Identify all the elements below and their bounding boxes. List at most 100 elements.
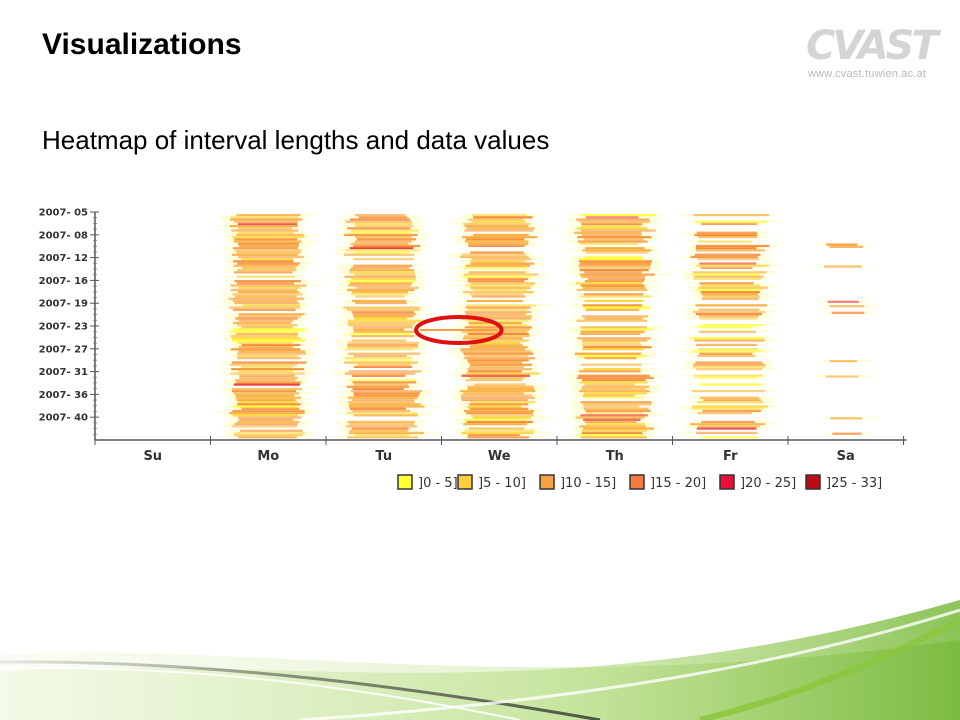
heatmap-cell-fringe [331, 372, 425, 374]
heatmap-cell-fringe [223, 379, 307, 381]
heatmap-cell-fringe [457, 376, 529, 379]
heatmap-cell [347, 227, 411, 230]
heatmap-cell-fringe [347, 383, 420, 385]
heatmap-cell [470, 282, 536, 285]
heatmap-cell [353, 392, 420, 395]
heatmap-cell-fringe [462, 220, 535, 222]
heatmap-column-th [562, 214, 671, 439]
heatmap-cell [349, 403, 421, 406]
heatmap-cell [694, 339, 765, 342]
heatmap-cell-fringe [682, 361, 773, 363]
heatmap-cell [695, 220, 767, 223]
heatmap-cell-fringe [681, 337, 771, 339]
heatmap-cell [229, 363, 297, 366]
heatmap-cell [695, 244, 770, 247]
heatmap-cell [234, 434, 303, 437]
heatmap-cell-fringe [458, 339, 534, 341]
heatmap-cell [695, 313, 762, 316]
heatmap-cell [354, 383, 408, 386]
heatmap-cell-fringe [333, 253, 423, 255]
heatmap-cell-fringe [339, 403, 428, 405]
heatmap-cell-fringe [681, 233, 766, 236]
heatmap-cell [236, 214, 301, 217]
heatmap-cell-fringe [453, 372, 543, 374]
heatmap-cell [241, 343, 301, 346]
heatmap-cell-fringe [221, 425, 302, 427]
heatmap-cell [691, 337, 764, 340]
heatmap-cell-fringe [571, 429, 654, 431]
heatmap-cell [237, 324, 298, 327]
heatmap-cell [696, 427, 757, 430]
heatmap-cell [576, 227, 648, 230]
heatmap-cell-fringe [569, 390, 660, 392]
heatmap-cell-fringe [230, 319, 308, 321]
heatmap-cell [349, 429, 408, 432]
heatmap-cell [229, 412, 305, 415]
heatmap-cell [235, 394, 295, 397]
heatmap-cell [352, 381, 417, 384]
heatmap-cell-fringe [579, 423, 654, 425]
heatmap-column-mo [216, 214, 322, 439]
heatmap-cell [574, 231, 642, 234]
heatmap-cell-fringe [455, 275, 546, 277]
heatmap-cell-fringe [219, 216, 305, 218]
heatmap-cell [237, 262, 300, 265]
heatmap-cell-fringe [226, 374, 300, 376]
heatmap-cell-fringe [568, 225, 646, 227]
highlight-layer [414, 315, 504, 345]
heatmap-cell [578, 264, 651, 267]
heatmap-cell [348, 431, 425, 434]
heatmap-cell-fringe [229, 403, 316, 405]
heatmap-cell-fringe [689, 291, 764, 293]
heatmap-cell-fringe [347, 240, 425, 242]
heatmap-cell-fringe [229, 258, 299, 260]
heatmap-cell [582, 341, 640, 344]
heatmap-cell-fringe [229, 401, 307, 403]
heatmap-cell-fringe [565, 220, 658, 222]
heatmap-cell [582, 403, 652, 406]
heatmap-cell [346, 308, 421, 311]
heatmap-cell-fringe [576, 368, 657, 370]
heatmap-cell-fringe [339, 280, 427, 282]
heatmap-cell-fringe [457, 357, 548, 359]
heatmap-cell [238, 436, 297, 439]
heatmap-cell-fringe [334, 396, 426, 398]
heatmap-cell [460, 348, 525, 351]
heatmap-cell-fringe [455, 431, 551, 434]
heatmap-cell-fringe [684, 339, 776, 341]
heatmap-cell-fringe [341, 310, 427, 313]
heatmap-cell-fringe [689, 401, 774, 403]
heatmap-cell [470, 414, 534, 417]
heatmap-cell-fringe [450, 236, 542, 238]
heatmap-cell [470, 363, 532, 366]
heatmap-cell [582, 304, 643, 307]
heatmap-cell [581, 436, 647, 439]
heatmap-cell [584, 280, 645, 283]
heatmap-cell [469, 365, 525, 368]
heatmap-column-fr [678, 214, 781, 439]
heatmap-cell-fringe [575, 222, 660, 225]
heatmap-cell [693, 277, 761, 280]
heatmap-cell-fringe [693, 420, 771, 423]
heatmap-cell-fringe [223, 387, 318, 390]
heatmap-cell [230, 216, 299, 219]
heatmap-cell [233, 383, 300, 386]
heatmap-cell [581, 348, 644, 351]
heatmap-cell [350, 242, 409, 245]
heatmap-cell-fringe [683, 304, 778, 306]
heatmap-cell-fringe [571, 418, 649, 420]
heatmap-cell [692, 310, 766, 313]
heatmap-cell [466, 319, 529, 322]
heatmap-cell [461, 236, 538, 239]
heatmap-cell [693, 363, 765, 366]
heatmap-cell [581, 431, 643, 434]
heatmap-cell [697, 412, 752, 415]
heatmap-cell-fringe [222, 284, 322, 286]
heatmap-cell [579, 258, 644, 261]
heatmap-cell [351, 335, 415, 338]
heatmap-cell-fringe [692, 222, 766, 225]
heatmap-cell-fringe [340, 390, 432, 392]
heatmap-cell-fringe [344, 434, 423, 436]
heatmap-cell-fringe [571, 403, 657, 405]
heatmap-cell-fringe [340, 277, 425, 280]
